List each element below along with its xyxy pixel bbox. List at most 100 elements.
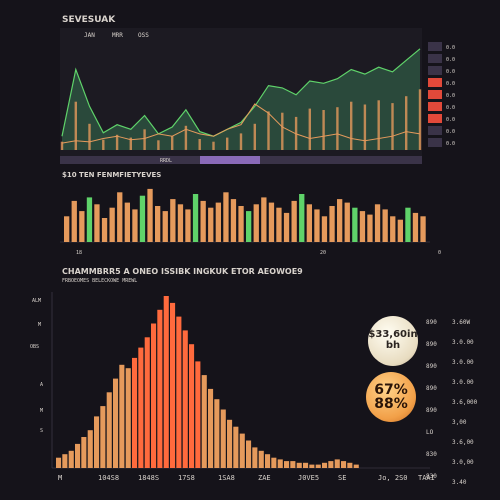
top-header-tick: MRR [112,32,123,39]
bottom-bar [170,302,176,468]
bottom-x-tick: ZAE [258,474,271,482]
top-scale-tick: 0.0 [446,81,455,87]
bottom-bar [100,406,106,468]
mid-bar [215,202,221,242]
mid-bar [170,199,176,242]
bottom-bar [195,361,201,468]
mid-bar [291,200,297,242]
bottom-bar [125,368,131,468]
mid-chart-title: $10 TEN FENMFIETYEVES [62,171,161,179]
bottom-bar [265,454,271,468]
bottom-x-tick: 1SA8 [218,474,235,482]
top-area-point [198,139,201,150]
top-scale-cell [428,54,442,63]
top-area-point [212,141,215,150]
bottom-bar [94,416,100,468]
mid-bar [223,192,229,242]
mid-bar [412,212,419,242]
mid-bar [124,202,130,242]
top-area-point [226,137,229,150]
mid-x-tick: 0 [438,250,441,256]
top-series-line [61,48,421,137]
bottom-bar [309,464,315,468]
bottom-bar [144,337,150,468]
bottom-bar [163,296,169,468]
mid-bar [101,218,108,242]
bottom-bars [56,296,359,468]
mid-bar [192,194,199,242]
top-header-tick: OSS [138,32,149,39]
mid-bar [314,209,320,242]
bottom-y-tick: S [40,428,43,434]
mid-bar [390,216,396,242]
right-right-value: 3.0.00 [452,379,474,386]
top-area-point [350,101,353,150]
bottom-bar [132,357,138,468]
mid-bar [117,192,123,242]
bottom-bar [113,378,119,468]
right-right-value: 3.6,00 [452,439,474,446]
top-scale-tick: 0.0 [446,93,455,99]
mid-bar [306,204,312,242]
top-scale-cell [428,90,442,99]
mid-bar [374,204,381,242]
right-right-value: 3.0.00 [452,359,474,366]
mid-bar [86,197,93,242]
right-left-value: 890 [426,341,437,348]
mid-bar [79,211,85,242]
top-scale-tick: 0.0 [446,117,455,123]
bottom-bar [176,316,182,468]
mid-bar [299,194,305,242]
bottom-bar [106,392,112,468]
mid-bar [253,204,259,242]
top-strip-highlight [200,156,260,164]
bottom-bar [56,457,62,468]
bottom-bar [119,364,125,468]
percent-badge-line-2: 88% [374,396,408,412]
top-area-point [405,96,408,150]
bottom-bar [277,459,283,468]
top-area-point [60,141,64,150]
right-left-value: 890 [426,363,437,370]
top-area-point [336,107,339,150]
bottom-chart-panel: CHAMMBRR5 A ONEO ISSIBK INGKUK ETOR AEOW… [0,262,500,500]
bottom-bar [328,461,334,468]
bottom-bar [252,447,258,468]
top-strip-label: RRDL [160,158,172,164]
top-area-point [184,125,188,150]
top-scale-cell [428,114,442,123]
right-right-value: 3,00 [452,419,467,426]
bottom-x-tick: Jo, 2S0 [378,474,408,482]
top-area-point [363,104,367,150]
bottom-bar [138,347,144,468]
bottom-x-tick: M [58,474,62,482]
bottom-bar [214,399,220,468]
mid-bar [208,207,214,242]
bottom-bar [290,461,296,468]
value-badge-line-1: $33,60in [368,329,418,340]
top-scale-tick: 0.0 [446,45,455,51]
right-left-value: 830 [426,451,437,458]
bottom-x-tick: 1848S [138,474,159,482]
bottom-bar [201,375,207,468]
top-scale-cell [428,126,442,135]
mid-bar [109,207,115,242]
value-badge-line-2: bh [385,340,401,351]
top-scale-tick: 0.0 [446,129,455,135]
top-area-point [129,137,132,150]
mid-bar [94,204,100,242]
top-area-point [157,140,160,150]
right-right-value: 3.60W [452,319,470,326]
bottom-bar [334,459,340,468]
top-area-point [115,134,119,150]
top-scale-tick: 0.0 [446,69,455,75]
bottom-bar [227,419,233,468]
mid-bar [405,207,411,242]
mid-bar [321,216,328,242]
top-right-scale: 0.0 0.0 0.0 0.0 0.0 0.0 0.0 0.0 0.0 [428,42,455,147]
mid-bar [397,219,403,242]
top-area-point [239,133,243,150]
bottom-bar [353,464,359,468]
bottom-x-tick: SE [338,474,346,482]
bottom-y-tick: M [38,322,41,328]
